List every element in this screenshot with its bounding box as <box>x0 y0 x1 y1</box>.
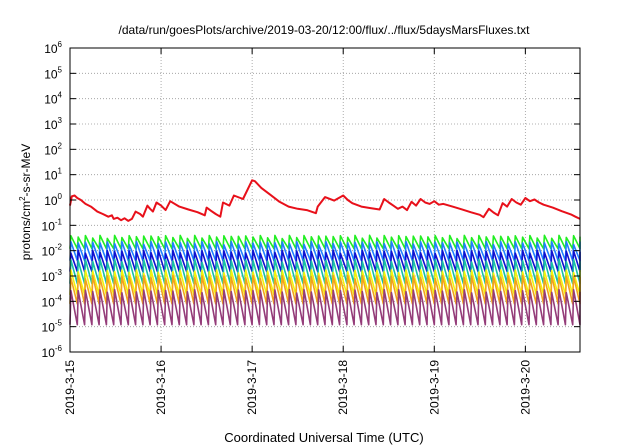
y-tick-base: 10 <box>42 245 56 259</box>
x-tick-label: 2019-3-20 <box>518 360 532 415</box>
y-tick-exponent: 6 <box>58 40 63 49</box>
y-tick-base: 10 <box>42 346 56 360</box>
y-axis-label-base: protons/cm <box>19 201 33 260</box>
y-tick-exponent: 2 <box>58 141 63 150</box>
y-tick-label: 106 <box>44 40 62 56</box>
y-tick-exponent: -4 <box>55 293 63 302</box>
x-axis-label: Coordinated Universal Time (UTC) <box>224 430 423 445</box>
y-tick-exponent: 3 <box>58 116 63 125</box>
chart-title: /data/run/goesPlots/archive/2019-03-20/1… <box>119 23 531 37</box>
y-tick-base: 10 <box>44 169 58 183</box>
y-tick-base: 10 <box>44 42 58 56</box>
y-tick-base: 10 <box>42 295 56 309</box>
y-tick-base: 10 <box>44 143 58 157</box>
y-tick-exponent: -3 <box>55 268 63 277</box>
y-tick-base: 10 <box>44 67 58 81</box>
x-tick-label: 2019-3-15 <box>63 360 77 415</box>
y-tick-label: 101 <box>44 167 62 183</box>
y-tick-label: 102 <box>44 141 62 157</box>
y-tick-base: 10 <box>44 194 58 208</box>
y-axis: 10610510410310210110010-110-210-310-410-… <box>42 40 580 360</box>
y-tick-label: 10-3 <box>42 268 63 284</box>
y-tick-label: 10-2 <box>42 243 63 259</box>
y-tick-exponent: 0 <box>58 192 63 201</box>
series-line <box>69 179 581 222</box>
y-tick-exponent: 5 <box>58 65 63 74</box>
series-line <box>69 240 581 262</box>
x-tick-label: 2019-3-18 <box>336 360 350 415</box>
y-axis-label-sup: 2 <box>18 196 27 201</box>
y-axis-label: protons/cm2-s-sr-MeV <box>18 144 33 260</box>
y-tick-base: 10 <box>42 321 56 335</box>
series-line <box>69 288 581 326</box>
y-tick-exponent: -5 <box>55 319 63 328</box>
y-tick-base: 10 <box>42 219 56 233</box>
y-tick-exponent: 4 <box>58 91 63 100</box>
series-group <box>69 179 581 326</box>
x-tick-label: 2019-3-17 <box>245 360 259 415</box>
y-tick-label: 10-5 <box>42 319 63 335</box>
x-tick-label: 2019-3-16 <box>154 360 168 415</box>
y-tick-base: 10 <box>44 118 58 132</box>
y-axis-label-rest: -s-sr-MeV <box>19 144 33 197</box>
y-tick-label: 10-1 <box>42 217 63 233</box>
y-tick-exponent: -6 <box>55 344 63 353</box>
y-tick-label: 105 <box>44 65 62 81</box>
y-tick-base: 10 <box>42 270 56 284</box>
y-tick-label: 104 <box>44 91 62 107</box>
y-tick-base: 10 <box>44 93 58 107</box>
x-axis: 2019-3-15 2019-3-16 2019-3-17 2019-3-18 2019… <box>63 48 532 415</box>
y-tick-label: 100 <box>44 192 62 208</box>
y-tick-exponent: -1 <box>55 217 63 226</box>
y-tick-label: 103 <box>44 116 62 132</box>
y-tick-label: 10-6 <box>42 344 63 360</box>
x-tick-label: 2019-3-19 <box>427 360 441 415</box>
y-tick-label: 10-4 <box>42 293 63 309</box>
y-tick-exponent: -2 <box>55 243 63 252</box>
y-tick-exponent: 1 <box>58 167 63 176</box>
